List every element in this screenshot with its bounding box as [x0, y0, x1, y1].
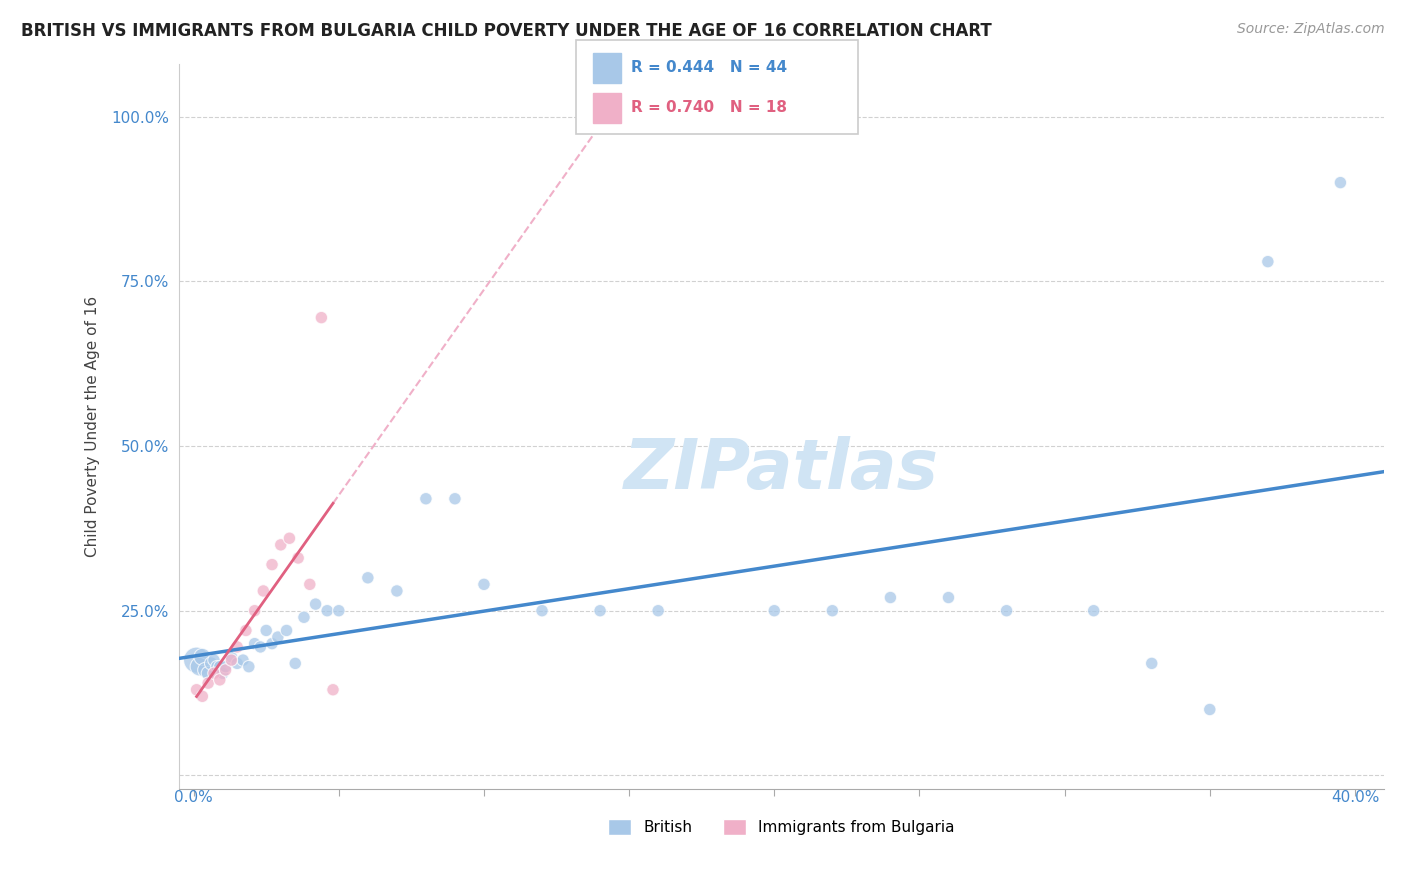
Point: [276, 624, 298, 638]
Point: [995, 604, 1018, 618]
Text: R = 0.444   N = 44: R = 0.444 N = 44: [631, 61, 787, 75]
Point: [385, 583, 408, 598]
Point: [322, 682, 344, 697]
Point: [232, 653, 254, 667]
Point: [226, 640, 249, 654]
Text: Source: ZipAtlas.com: Source: ZipAtlas.com: [1237, 22, 1385, 37]
Point: [1257, 254, 1279, 268]
Text: 40.0%: 40.0%: [1330, 789, 1379, 805]
Point: [1140, 657, 1163, 671]
Point: [316, 604, 339, 618]
Point: [270, 538, 292, 552]
Point: [763, 604, 786, 618]
Point: [194, 663, 217, 677]
Point: [214, 663, 236, 677]
Text: ZIPatlas: ZIPatlas: [624, 436, 939, 503]
Point: [211, 666, 233, 681]
Point: [1329, 176, 1351, 190]
Point: [938, 591, 960, 605]
Y-axis label: Child Poverty Under the Age of 16: Child Poverty Under the Age of 16: [86, 296, 100, 557]
Point: [1083, 604, 1105, 618]
Point: [208, 659, 231, 673]
Point: [284, 657, 307, 671]
Point: [226, 657, 249, 671]
Point: [197, 666, 219, 681]
Point: [260, 558, 283, 572]
Point: [191, 690, 214, 704]
Point: [208, 673, 231, 687]
Point: [186, 653, 208, 667]
Point: [191, 649, 214, 664]
Point: [260, 637, 283, 651]
Point: [531, 604, 554, 618]
Text: 0.0%: 0.0%: [174, 789, 214, 805]
Point: [357, 571, 380, 585]
Point: [1198, 702, 1220, 716]
Point: [287, 551, 309, 566]
Point: [472, 577, 495, 591]
Point: [221, 649, 243, 664]
Point: [186, 682, 208, 697]
Point: [589, 604, 612, 618]
Point: [243, 604, 266, 618]
Point: [235, 624, 257, 638]
Point: [238, 659, 260, 673]
Point: [278, 531, 301, 545]
Point: [304, 597, 326, 611]
Point: [821, 604, 844, 618]
Point: [879, 591, 901, 605]
Point: [267, 630, 290, 644]
Point: [202, 653, 225, 667]
Point: [221, 653, 243, 667]
Point: [292, 610, 315, 624]
Point: [252, 583, 274, 598]
Legend: British, Immigrants from Bulgaria: British, Immigrants from Bulgaria: [609, 819, 955, 835]
Point: [298, 577, 321, 591]
Point: [254, 624, 277, 638]
Point: [249, 640, 271, 654]
Point: [202, 666, 225, 681]
Point: [647, 604, 669, 618]
Point: [444, 491, 467, 506]
Point: [311, 310, 333, 325]
Point: [415, 491, 437, 506]
Point: [197, 676, 219, 690]
Point: [200, 657, 222, 671]
Point: [188, 659, 211, 673]
Text: BRITISH VS IMMIGRANTS FROM BULGARIA CHILD POVERTY UNDER THE AGE OF 16 CORRELATIO: BRITISH VS IMMIGRANTS FROM BULGARIA CHIL…: [21, 22, 991, 40]
Point: [328, 604, 350, 618]
Text: R = 0.740   N = 18: R = 0.740 N = 18: [631, 101, 787, 115]
Point: [205, 659, 228, 673]
Point: [214, 659, 236, 673]
Point: [243, 637, 266, 651]
